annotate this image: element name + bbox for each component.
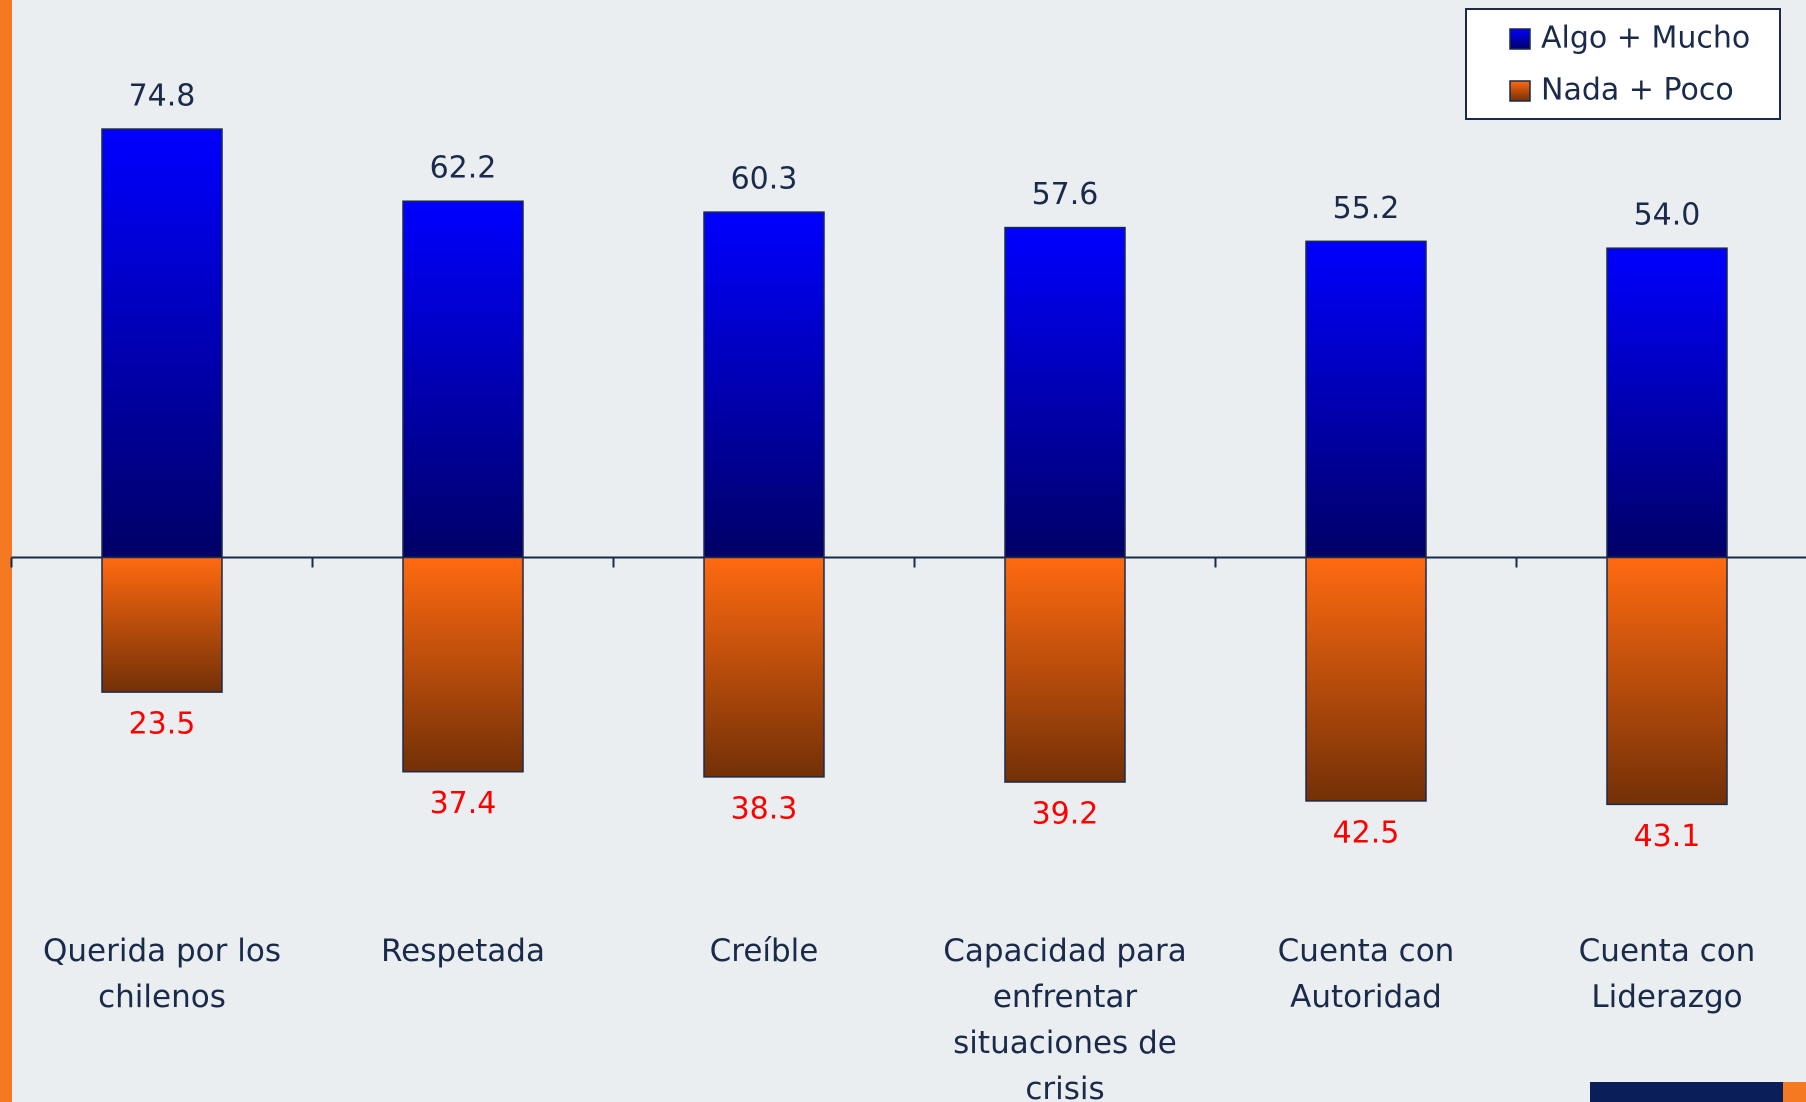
left-strip [0,0,12,1102]
bar [101,556,223,693]
corner-block [1590,1082,1783,1102]
value-label: 74.8 [129,79,196,114]
bar [1305,556,1427,802]
bar [1606,556,1728,806]
bar [101,128,223,559]
bar [402,556,524,773]
value-label: 23.5 [129,707,196,742]
x-tick-label: Cuenta con Autoridad [1277,933,1455,1015]
bar [703,211,825,559]
legend-swatch [1509,80,1531,102]
value-label: 38.3 [731,791,798,826]
bar [1606,247,1728,559]
x-tick-label: Capacidad para enfrentar situaciones de … [943,933,1187,1102]
x-tick-label: Respetada [381,933,545,969]
bar [402,200,524,559]
legend-label: Algo + Mucho [1541,21,1750,56]
value-label: 60.3 [731,162,798,197]
legend-swatch [1509,28,1531,50]
bar [1305,240,1427,559]
corner-block [1783,1082,1806,1102]
x-tick-label: Querida por los chilenos [43,933,281,1015]
value-label: 39.2 [1032,797,1099,832]
value-label: 55.2 [1333,191,1400,226]
bar [703,556,825,778]
value-label: 37.4 [430,786,497,821]
x-tick-label: Creíble [709,933,819,969]
value-label: 62.2 [430,151,497,186]
value-label: 54.0 [1634,198,1701,233]
x-tick-label: Cuenta con Liderazgo [1578,933,1756,1015]
value-label: 43.1 [1634,819,1701,854]
bar [1004,556,1126,783]
legend-label: Nada + Poco [1541,73,1734,108]
bar [1004,226,1126,559]
value-label: 57.6 [1032,177,1099,212]
value-label: 42.5 [1333,815,1400,850]
